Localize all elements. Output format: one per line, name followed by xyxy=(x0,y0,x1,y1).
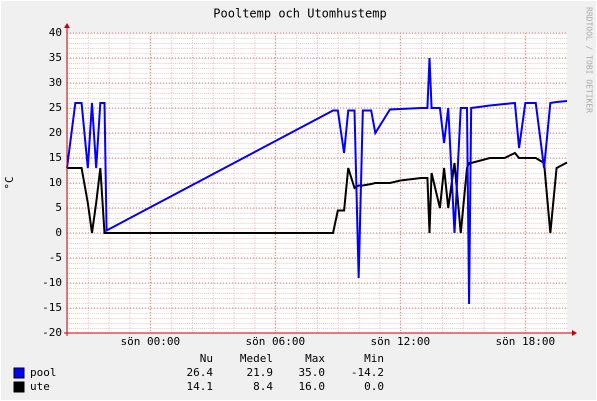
legend-stat: 8.4 xyxy=(253,380,273,393)
y-tick-label: -15 xyxy=(42,301,62,314)
legend-stat: -14.2 xyxy=(351,366,384,379)
watermark: RRDTOOL / TOBI OETIKER xyxy=(585,7,594,113)
y-tick-label: 25 xyxy=(49,101,62,114)
legend-stat: 35.0 xyxy=(299,366,326,379)
y-tick-label: 10 xyxy=(49,176,62,189)
legend-swatch xyxy=(13,381,25,393)
y-tick-label: -10 xyxy=(42,276,62,289)
legend-stat: 16.0 xyxy=(299,380,326,393)
legend-swatch xyxy=(13,367,25,379)
y-tick-label: -20 xyxy=(42,326,62,339)
legend-label: ute xyxy=(30,380,50,393)
y-tick-label: -5 xyxy=(49,251,62,264)
x-arrow xyxy=(572,330,577,336)
legend-header: Medel xyxy=(240,352,273,365)
y-tick-label: 35 xyxy=(49,51,62,64)
chart-title: Pooltemp och Utomhustemp xyxy=(213,7,386,21)
series-line xyxy=(67,151,568,234)
y-tick-label: 20 xyxy=(49,126,62,139)
lines xyxy=(66,57,568,305)
y-axis-label: °C xyxy=(3,176,16,189)
legend-header: Nu xyxy=(200,352,213,365)
y-tick-label: 30 xyxy=(49,76,62,89)
y-tick-label: 0 xyxy=(55,226,62,239)
legend-label: pool xyxy=(30,366,57,379)
series-line xyxy=(66,57,568,305)
legend-stat: 0.0 xyxy=(364,380,384,393)
legend: Nu Medel Max Min pool 26.4 21.9 35.0 -14.2 ute 14.… xyxy=(13,352,384,393)
x-tick-label: sön 00:00 xyxy=(121,335,181,348)
y-arrow xyxy=(64,23,70,28)
y-tick-label: 5 xyxy=(55,201,62,214)
y-tick-label: 15 xyxy=(49,151,62,164)
x-tick-label: sön 06:00 xyxy=(246,335,306,348)
y-tick-label: 40 xyxy=(49,26,62,39)
legend-stat: 21.9 xyxy=(247,366,274,379)
legend-stat: 14.1 xyxy=(187,380,214,393)
legend-stat: 26.4 xyxy=(187,366,214,379)
legend-header: Max xyxy=(305,352,325,365)
x-tick-label: sön 18:00 xyxy=(496,335,556,348)
legend-header: Min xyxy=(364,352,384,365)
x-tick-label: sön 12:00 xyxy=(371,335,431,348)
